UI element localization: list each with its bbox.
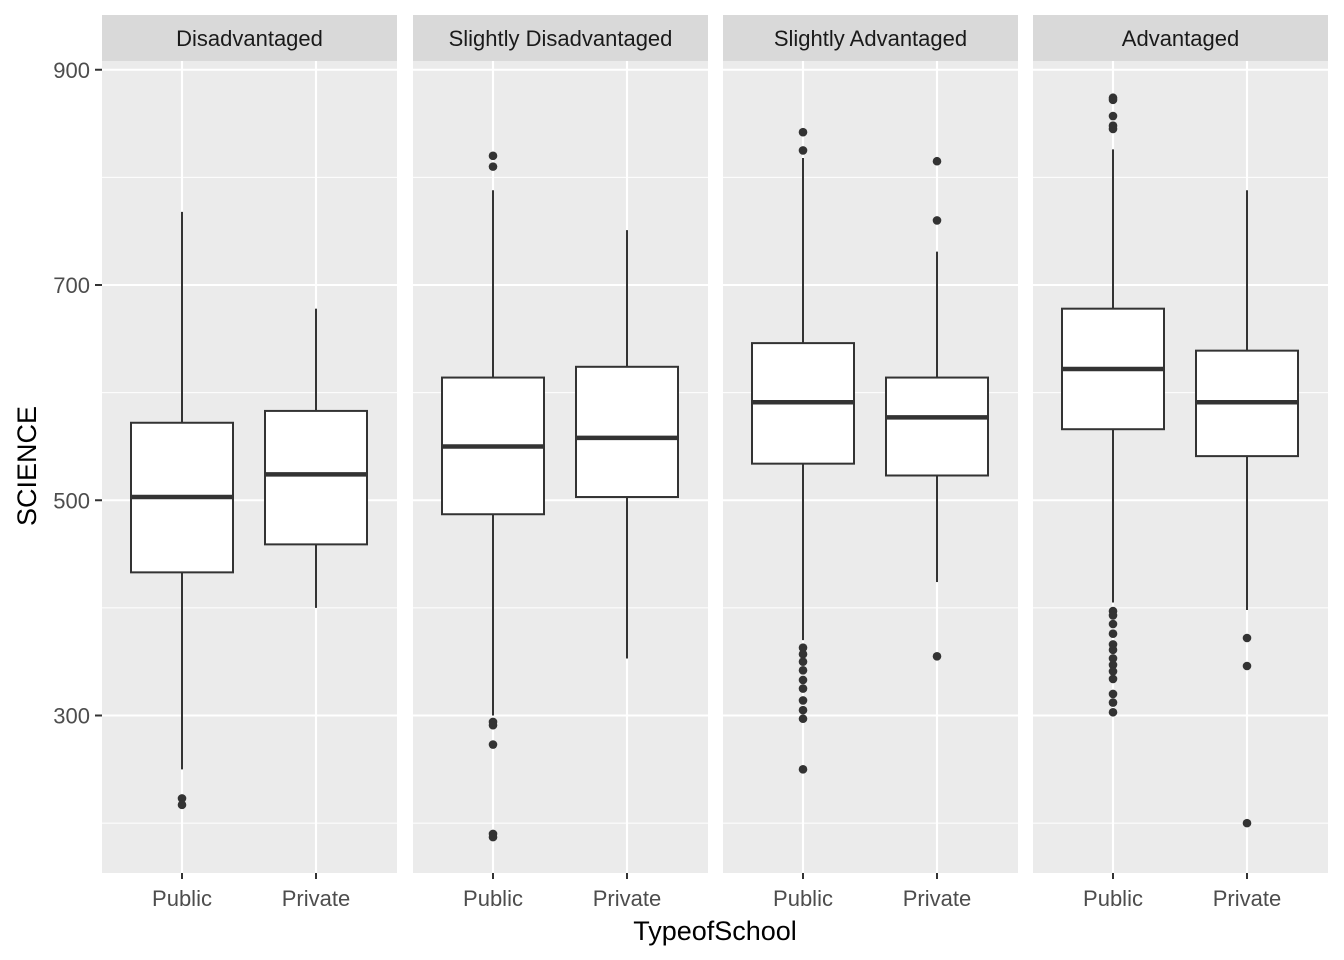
facet-panel: Disadvantaged Public Private: [102, 15, 397, 911]
outlier-point: [932, 652, 942, 661]
x-axis-title: TypeofSchool: [633, 916, 797, 946]
outlier-point: [798, 684, 808, 693]
outlier-point: [1108, 111, 1118, 121]
outlier-point: [1242, 818, 1252, 828]
box-private: [885, 156, 989, 661]
outlier-point: [798, 675, 808, 685]
outlier-point: [1242, 633, 1252, 643]
outlier-point: [1108, 654, 1118, 663]
outlier-point: [1108, 689, 1118, 699]
outlier-point: [1108, 629, 1118, 639]
outlier-point: [798, 696, 808, 705]
interquartile-box: [264, 409, 368, 546]
box-private: [264, 308, 368, 608]
outlier-point: [1108, 698, 1118, 707]
outlier-point: [1108, 619, 1118, 629]
box-public: [130, 211, 234, 810]
x-tick-label: Private: [1213, 886, 1281, 911]
x-tick-label: Private: [593, 886, 661, 911]
outlier-point: [932, 216, 942, 225]
outlier-point: [798, 705, 808, 715]
outlier-point: [798, 649, 808, 659]
x-tick-label: Public: [773, 886, 833, 911]
outlier-point: [798, 657, 808, 666]
facet-panel: Advantaged Public Private: [1033, 15, 1328, 911]
facet-panel: Slightly Disadvantaged Public Private: [413, 15, 708, 911]
outlier-point: [932, 156, 942, 166]
outlier-point: [798, 643, 808, 652]
x-tick-label: Public: [152, 886, 212, 911]
outlier-point: [488, 151, 498, 161]
interquartile-box: [575, 365, 679, 499]
x-tick-label: Public: [1083, 886, 1143, 911]
outlier-point: [1108, 645, 1118, 655]
outlier-point: [798, 714, 808, 724]
facet-panel: Slightly Advantaged Public Private: [723, 15, 1018, 911]
y-tick-label: 900: [53, 58, 90, 83]
outlier-point: [488, 720, 498, 730]
facet-strip-label: Slightly Advantaged: [774, 26, 967, 51]
outlier-point: [1108, 667, 1118, 676]
facet-strip: [413, 15, 708, 61]
box-public: [441, 151, 545, 842]
outlier-point: [1108, 611, 1118, 620]
x-tick-label: Private: [903, 886, 971, 911]
facet-strip-label: Advantaged: [1122, 26, 1239, 51]
outlier-point: [798, 765, 808, 774]
outlier-point: [1108, 95, 1118, 105]
outlier-point: [1108, 660, 1118, 670]
y-axis: 300 500 700 900: [53, 58, 102, 729]
y-tick-label: 300: [53, 704, 90, 729]
outlier-point: [798, 127, 808, 137]
facet-strip-label: Disadvantaged: [176, 26, 323, 51]
outlier-point: [1108, 674, 1118, 684]
y-tick-label: 700: [53, 273, 90, 298]
outlier-point: [1108, 707, 1118, 717]
outlier-point: [1242, 661, 1252, 671]
facet-strip: [723, 15, 1018, 61]
outlier-point: [177, 794, 187, 803]
outlier-point: [798, 665, 808, 675]
outlier-point: [798, 146, 808, 155]
facet-strip: [102, 15, 397, 61]
box-public: [751, 127, 855, 774]
y-axis-title: SCIENCE: [12, 406, 42, 526]
outlier-point: [488, 832, 498, 842]
x-tick-label: Private: [282, 886, 350, 911]
x-tick-label: Public: [463, 886, 523, 911]
panel-background: [1033, 61, 1328, 873]
outlier-point: [488, 162, 498, 171]
facet-strip: [1033, 15, 1328, 61]
box-public: [1061, 93, 1165, 717]
box-private: [1195, 190, 1299, 828]
outlier-point: [177, 800, 187, 810]
box-private: [575, 230, 679, 659]
facet-strip-label: Slightly Disadvantaged: [449, 26, 673, 51]
outlier-point: [488, 740, 498, 749]
outlier-point: [1108, 124, 1118, 134]
y-tick-label: 500: [53, 488, 90, 513]
interquartile-box: [885, 376, 989, 477]
